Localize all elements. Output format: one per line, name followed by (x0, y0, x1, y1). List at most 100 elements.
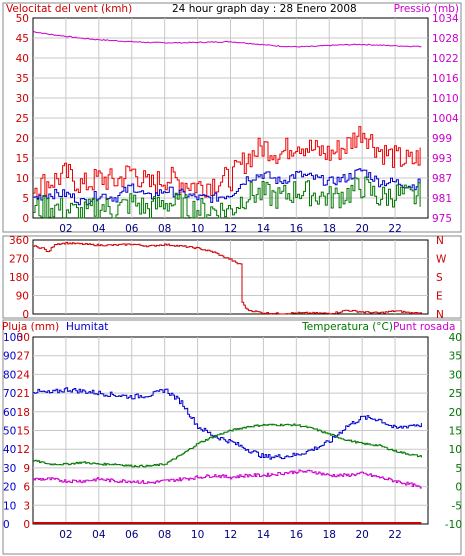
chart-title: 24 hour graph day : 28 Enero 2008 (172, 3, 357, 15)
pressure-y-tick-label: 999 (432, 133, 452, 145)
series-line (33, 469, 422, 489)
humidity-y-tick-label: 50 (3, 426, 16, 438)
dewpoint-axis-title: Punt rosada (393, 321, 455, 333)
wind-x-tick-label: 10 (191, 223, 204, 235)
rain-y-tick-label: 21 (17, 388, 30, 400)
wind-x-tick-label: 22 (388, 223, 401, 235)
series-line (32, 31, 422, 48)
rain-axis-title: Pluja (mm) (2, 321, 59, 333)
wind-y-tick-label: 50 (16, 13, 29, 25)
wind-series (32, 31, 422, 219)
direction-y-tick-label: 180 (9, 272, 29, 284)
compass-tick-label: E (436, 291, 443, 303)
direction-panel-frame (2, 235, 462, 319)
series-line (33, 168, 421, 206)
rain-y-tick-label: 6 (23, 482, 30, 494)
series-line (33, 241, 422, 315)
humidity-y-tick-label: 60 (3, 407, 16, 419)
climate-x-tick-label: 12 (224, 529, 237, 541)
compass-tick-label: N (436, 309, 444, 321)
pressure-y-tick-label: 1016 (432, 73, 459, 85)
rain-y-tick-label: 12 (17, 444, 30, 456)
wind-y-tick-label: 0 (22, 213, 29, 225)
direction-y-tick-label: 270 (9, 254, 29, 266)
temperature-y-tick-label: -10 (445, 519, 462, 531)
rain-y-tick-label: 15 (17, 426, 30, 438)
humidity-y-tick-label: 30 (3, 463, 16, 475)
pressure-y-tick-label: 1022 (432, 53, 459, 65)
pressure-axis-title: Pressió (mb) (394, 3, 459, 15)
pressure-y-tick-label: 975 (432, 213, 452, 225)
compass-tick-label: N (436, 235, 444, 247)
temperature-axis-title: Temperatura (°C) (301, 321, 393, 333)
climate-x-tick-label: 14 (257, 529, 271, 541)
climate-x-tick-label: 10 (191, 529, 204, 541)
rain-y-tick-label: 24 (17, 369, 31, 381)
compass-tick-label: W (436, 254, 447, 266)
climate-x-tick-label: 18 (323, 529, 336, 541)
humidity-y-tick-label: 40 (3, 444, 16, 456)
temperature-y-tick-label: 35 (449, 351, 462, 363)
humidity-y-tick-label: 10 (3, 500, 16, 512)
pressure-y-tick-label: 1004 (432, 113, 459, 125)
direction-series (33, 241, 422, 315)
pressure-y-tick-label: 1034 (432, 13, 459, 25)
wind-x-tick-label: 08 (158, 223, 171, 235)
wind-x-tick-label: 16 (290, 223, 304, 235)
humidity-y-tick-label: 100 (3, 332, 23, 344)
humidity-y-tick-label: 90 (3, 351, 16, 363)
direction-grid (33, 240, 428, 314)
wind-y-tick-label: 15 (16, 153, 29, 165)
wind-y-tick-label: 35 (16, 73, 29, 85)
climate-series (33, 387, 422, 524)
direction-tick-labels: 0 N 90 E 180 S 270 W 360 N (9, 235, 447, 321)
humidity-y-tick-label: 20 (3, 482, 16, 494)
rain-y-tick-label: 27 (17, 351, 30, 363)
series-line (33, 126, 421, 198)
wind-x-tick-label: 06 (125, 223, 139, 235)
wind-x-tick-label: 20 (355, 223, 368, 235)
rain-y-tick-label: 0 (23, 519, 30, 531)
temperature-y-tick-label: 20 (449, 407, 462, 419)
climate-x-tick-label: 06 (125, 529, 139, 541)
compass-tick-label: S (436, 272, 443, 284)
wind-x-tick-label: 14 (257, 223, 271, 235)
direction-y-tick-label: 0 (22, 309, 29, 321)
climate-x-tick-label: 16 (290, 529, 304, 541)
wind-y-tick-label: 25 (16, 113, 29, 125)
temperature-y-tick-label: 15 (449, 426, 462, 438)
humidity-y-tick-label: 0 (3, 519, 10, 531)
wind-grid (33, 18, 428, 218)
series-line (33, 176, 421, 219)
temperature-y-tick-label: 5 (455, 463, 462, 475)
wind-x-tick-label: 18 (323, 223, 336, 235)
wind-y-tick-label: 5 (22, 193, 29, 205)
wind-y-tick-label: 30 (16, 93, 29, 105)
series-line (33, 387, 422, 460)
wind-x-tick-label: 02 (59, 223, 72, 235)
rain-y-tick-label: 30 (17, 332, 30, 344)
rain-y-tick-label: 18 (17, 407, 30, 419)
rain-y-tick-label: 3 (23, 500, 30, 512)
wind-x-tick-label: 04 (92, 223, 106, 235)
wind-panel-frame (2, 2, 462, 233)
wind-x-tick-label: 12 (224, 223, 237, 235)
series-line (33, 423, 422, 468)
temperature-y-tick-label: 25 (449, 388, 462, 400)
temperature-y-tick-label: -5 (452, 500, 462, 512)
climate-x-tick-label: 04 (92, 529, 106, 541)
rain-y-tick-label: 9 (23, 463, 30, 475)
wind-axis-title: Velocitat del vent (kmh) (6, 3, 132, 15)
wind-y-tick-label: 20 (16, 133, 29, 145)
temperature-y-tick-label: 40 (449, 332, 462, 344)
direction-y-tick-label: 90 (16, 291, 29, 303)
climate-x-tick-label: 08 (158, 529, 171, 541)
pressure-y-tick-label: 987 (432, 173, 452, 185)
humidity-y-tick-label: 70 (3, 388, 16, 400)
humidity-axis-title: Humitat (66, 321, 108, 333)
temperature-y-tick-label: 0 (455, 482, 462, 494)
climate-x-tick-label: 02 (59, 529, 72, 541)
